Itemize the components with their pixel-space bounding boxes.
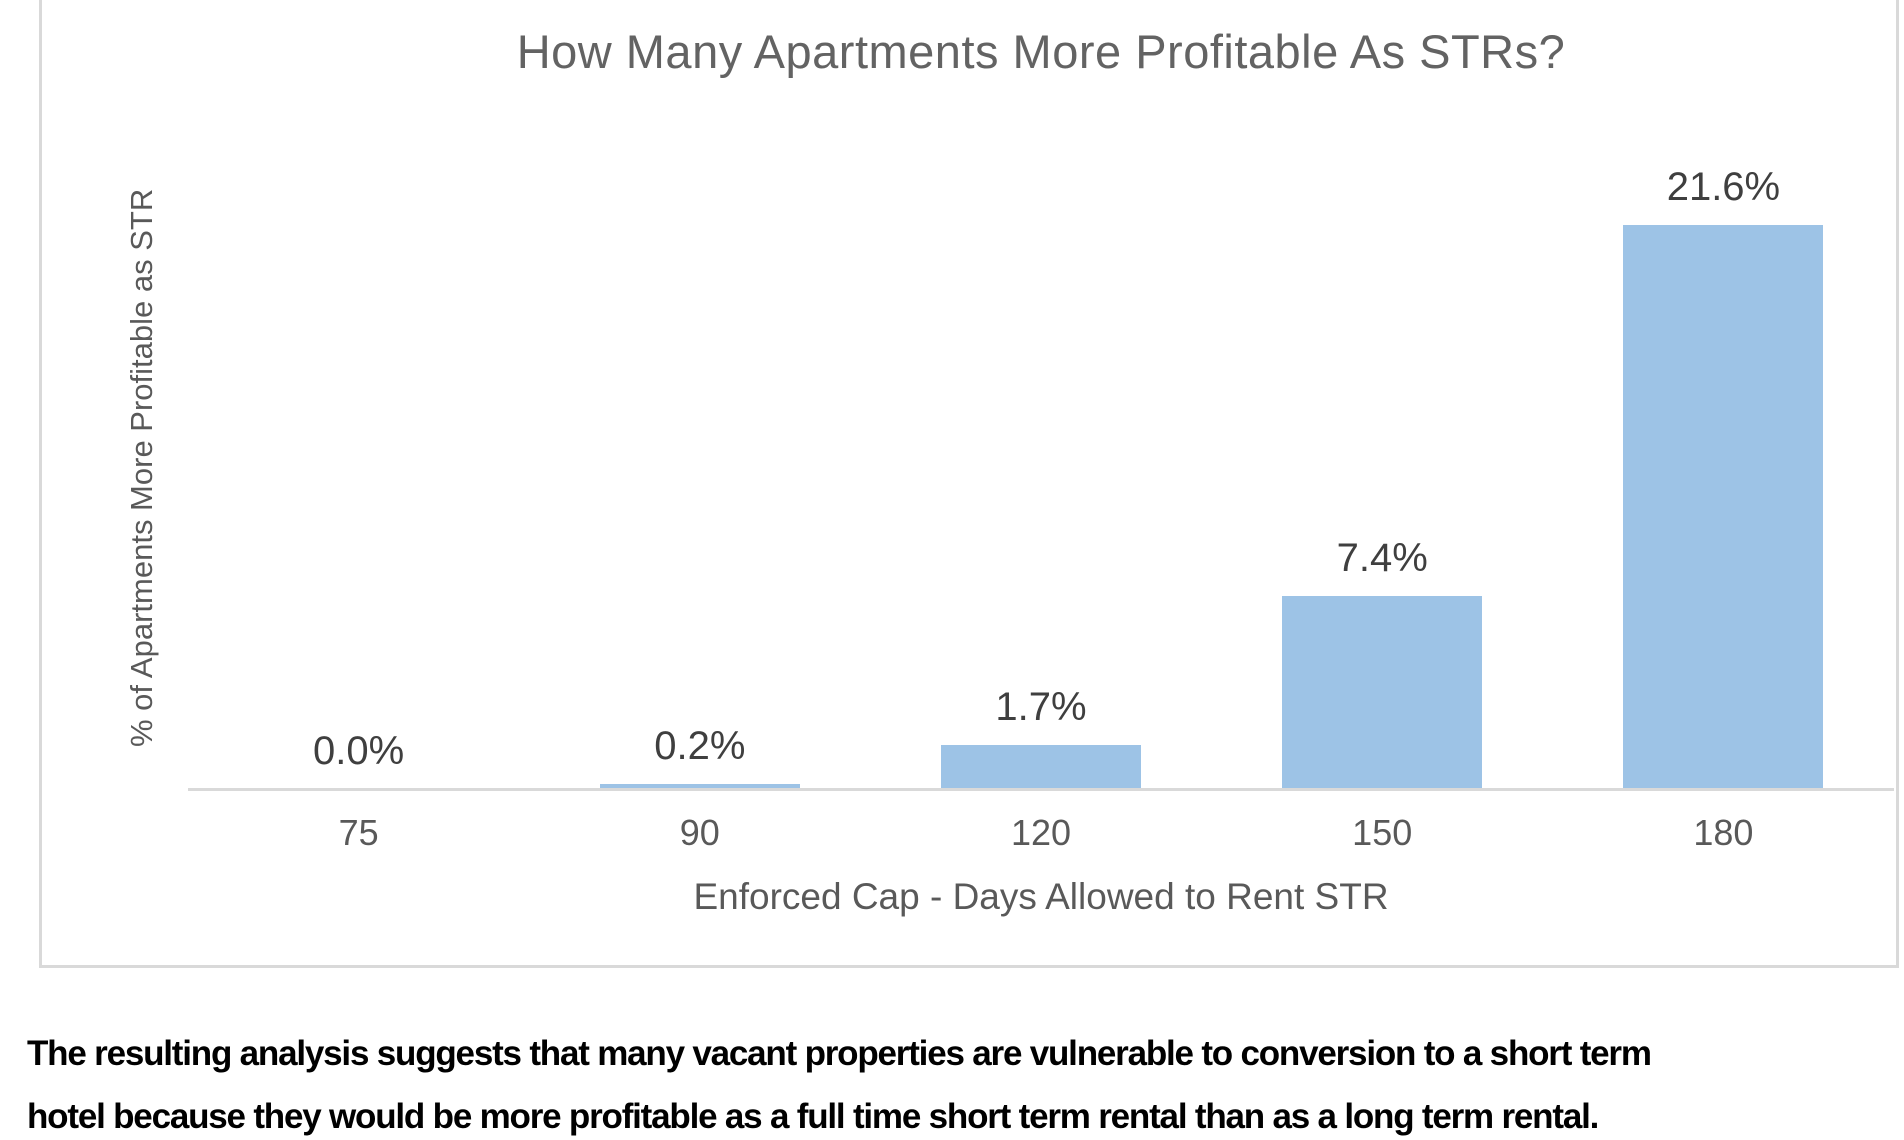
bar-slot-180: 21.6%	[1553, 0, 1894, 789]
chart-container: How Many Apartments More Profitable As S…	[39, 0, 1899, 968]
bar-slot-150: 7.4%	[1212, 0, 1553, 789]
analysis-text-line-1: The resulting analysis suggests that man…	[27, 1034, 1652, 1073]
chart-title: How Many Apartments More Profitable As S…	[516, 25, 1566, 78]
x-tick-90: 90	[679, 812, 720, 853]
plot-area: 0.0% 0.2% 1.7% 7.4% 21.6%	[188, 0, 1894, 789]
data-label-90: 0.2%	[654, 724, 746, 768]
bar-120	[941, 745, 1141, 789]
data-label-120: 1.7%	[995, 685, 1087, 729]
bar-slot-120: 1.7%	[870, 0, 1211, 789]
analysis-text-line-2: hotel because they would be more profita…	[27, 1097, 1599, 1136]
x-tick-120: 120	[1010, 812, 1072, 853]
y-axis-title: % of Apartments More Profitable as STR	[124, 188, 159, 747]
analysis-text: The resulting analysis suggests that man…	[27, 1022, 1904, 1140]
bar-slot-75: 0.0%	[188, 0, 529, 789]
data-label-150: 7.4%	[1336, 536, 1428, 580]
x-tick-180: 180	[1693, 812, 1754, 853]
bar-90	[599, 784, 800, 789]
x-axis-ticks: 75 90 120 150 180	[188, 812, 1894, 854]
x-tick-75: 75	[338, 812, 379, 853]
bar-slot-90: 0.2%	[529, 0, 870, 789]
x-axis-title: Enforced Cap - Days Allowed to Rent STR	[693, 876, 1389, 917]
data-label-180: 21.6%	[1666, 165, 1781, 209]
bar-180	[1623, 225, 1824, 789]
x-axis-line	[188, 788, 1894, 791]
x-tick-150: 150	[1352, 812, 1413, 853]
bar-150	[1282, 596, 1483, 789]
data-label-75: 0.0%	[313, 729, 405, 773]
